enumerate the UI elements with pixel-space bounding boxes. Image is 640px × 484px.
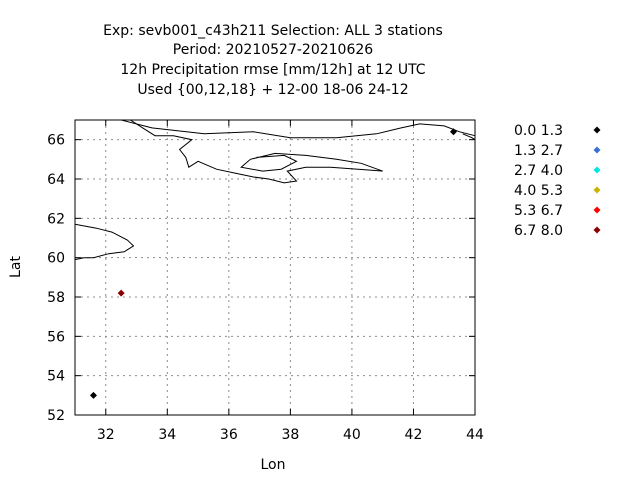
x-tick-label: 38 <box>281 427 299 443</box>
coastlines <box>74 119 476 261</box>
y-tick-label: 66 <box>47 133 65 149</box>
legend-label: 1.3 2.7 <box>514 143 563 159</box>
legend: 0.0 1.3 1.3 2.7 2.7 4.0 4.0 5.3 5.3 6.7 6.7 8… <box>514 123 601 239</box>
plot-frame <box>74 119 476 416</box>
legend-label: 4.0 5.3 <box>514 183 563 199</box>
y-tick-label: 62 <box>47 211 65 227</box>
y-tick-label: 54 <box>47 369 65 385</box>
coastline <box>74 223 135 261</box>
legend-marker <box>593 126 601 134</box>
x-tick-label: 40 <box>343 427 361 443</box>
legend-label: 2.7 4.0 <box>514 163 563 179</box>
legend-label: 6.7 8.0 <box>514 223 563 239</box>
y-axis-label: Lat <box>8 256 24 278</box>
x-tick-label: 32 <box>97 427 115 443</box>
coastline <box>121 119 476 139</box>
coastline <box>462 133 476 141</box>
legend-marker <box>593 146 601 154</box>
title-line-3: 12h Precipitation rmse [mm/12h] at 12 UT… <box>120 62 425 78</box>
title-line-2: Period: 20210527-20210626 <box>173 42 373 58</box>
y-axis: 52 54 56 58 60 62 64 66 <box>47 133 475 424</box>
y-tick-label: 64 <box>47 172 65 188</box>
station-point <box>449 128 457 136</box>
x-axis-label: Lon <box>261 457 286 473</box>
title-line-1: Exp: sevb001_c43h211 Selection: ALL 3 st… <box>103 23 443 39</box>
title-line-4: Used {00,12,18} + 12-00 18-06 24-12 <box>137 82 408 98</box>
y-tick-label: 60 <box>47 251 65 267</box>
y-tick-label: 52 <box>47 408 65 424</box>
chart-title: Exp: sevb001_c43h211 Selection: ALL 3 st… <box>103 23 443 98</box>
legend-label: 0.0 1.3 <box>514 123 563 139</box>
x-tick-label: 36 <box>220 427 238 443</box>
legend-marker <box>593 226 601 234</box>
legend-label: 5.3 6.7 <box>514 203 563 219</box>
legend-marker <box>593 186 601 194</box>
data-points <box>89 128 457 399</box>
grid <box>75 120 475 415</box>
x-tick-label: 34 <box>158 427 176 443</box>
x-axis: 32 34 36 38 40 42 44 <box>97 120 484 443</box>
legend-marker <box>593 166 601 174</box>
station-point <box>89 391 97 399</box>
x-tick-label: 44 <box>466 427 484 443</box>
x-tick-label: 42 <box>405 427 423 443</box>
legend-marker <box>593 206 601 214</box>
coastline <box>130 119 383 184</box>
y-tick-label: 58 <box>47 290 65 306</box>
station-point <box>117 289 125 297</box>
y-tick-label: 56 <box>47 329 65 345</box>
